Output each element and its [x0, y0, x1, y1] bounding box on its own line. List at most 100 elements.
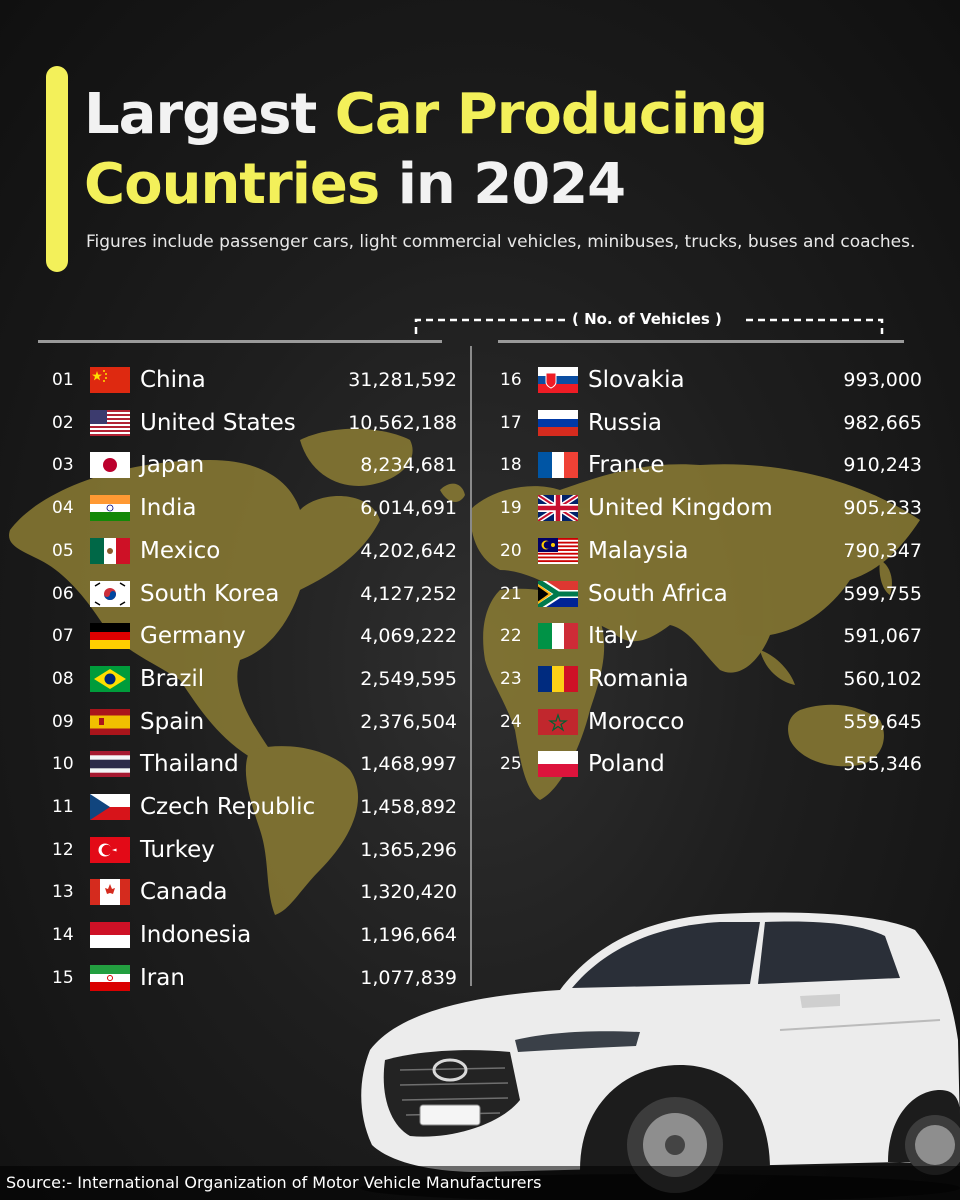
vehicle-count: 910,243: [843, 454, 922, 477]
rank-number: 17: [500, 412, 522, 433]
japan-flag-icon: [90, 452, 130, 479]
country-name: Malaysia: [588, 537, 689, 564]
vehicle-count: 905,233: [843, 497, 922, 520]
table-row: 14 Indonesia 1,196,664: [52, 915, 457, 955]
table-row: 23 Romania 560,102: [500, 659, 922, 699]
table-row: 16 Slovakia 993,000: [500, 360, 922, 400]
vehicle-count: 2,549,595: [360, 667, 457, 690]
table-row: 22 Italy 591,067: [500, 616, 922, 656]
thailand-flag-icon: [90, 751, 130, 778]
table-row: 09 Spain 2,376,504: [52, 702, 457, 742]
country-name: India: [140, 495, 197, 522]
vehicle-count: 4,069,222: [360, 625, 457, 648]
country-name: Mexico: [140, 537, 221, 564]
country-name: Russia: [588, 409, 662, 436]
rank-number: 01: [52, 370, 74, 390]
malaysia-flag-icon: [538, 537, 578, 564]
country-name: Indonesia: [140, 922, 252, 949]
romania-flag-icon: [538, 665, 578, 692]
table-row: 10 Thailand 1,468,997: [52, 744, 457, 784]
country-name: Germany: [140, 623, 246, 650]
rank-number: 15: [52, 967, 74, 988]
country-name: Italy: [588, 623, 638, 650]
country-name: Brazil: [140, 665, 205, 692]
rank-number: 20: [500, 540, 522, 561]
table-row: 04 India 6,014,691: [52, 488, 457, 528]
vehicle-count: 993,000: [843, 369, 922, 391]
table-row: 20 Malaysia 790,347: [500, 531, 922, 571]
vehicle-count: 2,376,504: [360, 710, 457, 733]
table-row: 18 France 910,243: [500, 445, 922, 485]
brazil-flag-icon: [90, 665, 130, 692]
rank-number: 04: [52, 498, 74, 519]
table-row: 15 Iran 1,077,839: [52, 958, 457, 998]
country-name: China: [140, 367, 206, 393]
italy-flag-icon: [538, 623, 578, 650]
rank-number: 14: [52, 925, 74, 946]
country-name: Canada: [140, 879, 228, 906]
car-icon: [360, 912, 960, 1200]
vehicle-count: 1,365,296: [360, 838, 457, 861]
vehicle-count: 1,458,892: [360, 796, 457, 818]
vehicle-count: 31,281,592: [348, 369, 457, 391]
country-name: Slovakia: [588, 367, 685, 393]
china-flag-icon: [90, 367, 130, 393]
rank-number: 18: [500, 455, 522, 476]
country-name: Czech Republic: [140, 794, 316, 820]
rank-number: 08: [52, 668, 74, 689]
table-row: 11 Czech Republic 1,458,892: [52, 787, 457, 827]
table-row: 02 United States 10,562,188: [52, 403, 457, 443]
country-name: Japan: [140, 452, 205, 479]
rank-number: 02: [52, 412, 74, 433]
spain-flag-icon: [90, 708, 130, 735]
table-row: 25 Poland 555,346: [500, 744, 922, 784]
vehicle-count: 982,665: [843, 411, 922, 434]
iran-flag-icon: [90, 964, 130, 991]
vehicle-count: 1,468,997: [360, 753, 457, 776]
table-row: 08 Brazil 2,549,595: [52, 659, 457, 699]
vehicle-count: 559,645: [843, 710, 922, 733]
indonesia-flag-icon: [90, 922, 130, 949]
title-part-2: in 2024: [379, 152, 626, 217]
rank-number: 22: [500, 626, 522, 647]
south-africa-flag-icon: [538, 580, 578, 607]
country-name: Spain: [140, 708, 205, 735]
country-name: South Africa: [588, 580, 728, 607]
russia-flag-icon: [538, 409, 578, 436]
table-row: 01 China 31,281,592: [52, 360, 457, 400]
table-row: 13 Canada 1,320,420: [52, 872, 457, 912]
germany-flag-icon: [90, 623, 130, 650]
vehicle-count: 555,346: [843, 753, 922, 776]
mexico-flag-icon: [90, 537, 130, 564]
rank-number: 09: [52, 711, 74, 732]
czech-flag-icon: [90, 794, 130, 820]
title-highlight-1: Car Producing: [334, 82, 768, 147]
country-name: South Korea: [140, 580, 280, 607]
vehicle-count: 4,202,642: [360, 539, 457, 562]
vehicle-count: 1,196,664: [360, 924, 457, 947]
page-title: Largest Car Producing Countries in 2024: [84, 80, 768, 220]
source-text: Source:- International Organization of M…: [6, 1173, 542, 1192]
rank-number: 11: [52, 797, 74, 817]
vehicle-count: 10,562,188: [348, 411, 457, 434]
accent-bar: [46, 66, 68, 272]
rank-number: 13: [52, 882, 74, 903]
unit-label: ( No. of Vehicles ): [572, 310, 722, 328]
table-row: 21 South Africa 599,755: [500, 574, 922, 614]
rank-number: 06: [52, 583, 74, 604]
country-name: Iran: [140, 964, 185, 991]
south-korea-flag-icon: [90, 580, 130, 607]
vehicle-count: 6,014,691: [360, 497, 457, 520]
country-name: Romania: [588, 665, 689, 692]
country-name: France: [588, 452, 665, 479]
canada-flag-icon: [90, 879, 130, 906]
usa-flag-icon: [90, 409, 130, 436]
france-flag-icon: [538, 452, 578, 479]
vehicle-count: 1,320,420: [360, 881, 457, 904]
column-divider: [470, 346, 472, 986]
rank-number: 07: [52, 626, 74, 647]
rank-number: 25: [500, 754, 522, 775]
rank-number: 10: [52, 754, 74, 775]
country-name: United States: [140, 409, 296, 436]
